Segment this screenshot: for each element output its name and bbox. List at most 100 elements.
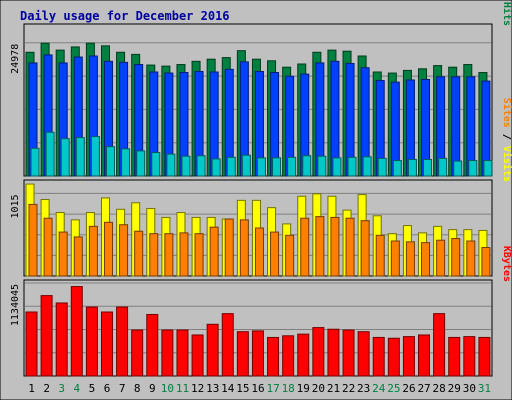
bar-pages-day-18 [287, 156, 297, 177]
series-legend-part: / [501, 128, 512, 146]
bar-pages-day-2 [45, 131, 55, 177]
bar-sites-day-15 [239, 219, 249, 277]
y-tick-label: 1015 [10, 194, 21, 218]
bar-pages-day-31 [483, 160, 493, 177]
x-tick-label: 12 [191, 382, 204, 395]
x-tick-label: 21 [327, 382, 340, 395]
x-tick-label: 11 [176, 382, 189, 395]
bar-pages-day-14 [226, 156, 236, 177]
bar-sites-day-20 [315, 216, 325, 277]
bar-sites-day-30 [466, 240, 476, 277]
x-tick-label: 30 [463, 382, 476, 395]
x-tick-label: 5 [89, 382, 96, 395]
bar-pages-day-28 [438, 157, 448, 177]
bar-kbytes-day-8 [131, 329, 144, 377]
bar-pages-day-7 [121, 148, 131, 177]
bar-kbytes-day-1 [25, 311, 38, 377]
bar-kbytes-day-13 [206, 323, 219, 377]
x-tick-label: 16 [251, 382, 264, 395]
bar-kbytes-day-25 [387, 337, 400, 377]
bar-sites-day-6 [103, 221, 113, 277]
bar-sites-day-4 [73, 236, 83, 277]
bar-sites-day-26 [405, 241, 415, 277]
bar-kbytes-day-4 [70, 286, 83, 377]
bar-pages-day-19 [302, 155, 312, 177]
bar-pages-day-3 [60, 138, 70, 177]
bar-sites-day-2 [43, 217, 53, 277]
bar-kbytes-day-18 [282, 335, 295, 377]
bar-sites-day-29 [451, 238, 461, 277]
bar-sites-day-13 [209, 226, 219, 277]
x-tick-label: 6 [104, 382, 111, 395]
bar-sites-day-16 [254, 227, 264, 277]
panel-sites-visits: 1015 Sites / Visits [10, 98, 512, 277]
panel-pages-files-hits: 24978 Pages / Files / Hits [10, 0, 512, 177]
series-legend-part: KBytes [501, 246, 512, 282]
bar-sites-day-9 [149, 233, 159, 277]
bar-sites-day-5 [88, 225, 98, 277]
bar-kbytes-day-7 [116, 306, 129, 377]
x-tick-label: 4 [74, 382, 81, 395]
x-tick-label: 3 [58, 382, 65, 395]
bar-sites-day-17 [270, 231, 280, 277]
x-tick-label: 20 [312, 382, 325, 395]
bar-kbytes-day-3 [55, 302, 68, 377]
bar-pages-day-25 [392, 160, 402, 177]
bar-pages-day-26 [407, 158, 417, 177]
series-legend: Pages / Files / Hits [501, 0, 512, 26]
bar-kbytes-day-9 [146, 313, 159, 377]
x-tick-label: 15 [236, 382, 249, 395]
x-tick-label: 26 [402, 382, 415, 395]
bar-pages-day-29 [453, 160, 463, 177]
bar-sites-day-12 [194, 233, 204, 277]
bar-kbytes-day-14 [221, 313, 234, 377]
bar-pages-day-4 [75, 137, 85, 177]
x-tick-label: 9 [149, 382, 156, 395]
bar-kbytes-day-24 [372, 336, 385, 377]
bar-pages-day-12 [196, 155, 206, 177]
series-legend-part: Hits [501, 2, 512, 26]
bar-kbytes-day-12 [191, 334, 204, 377]
bar-sites-day-23 [360, 220, 370, 277]
bar-pages-day-23 [362, 156, 372, 177]
x-tick-label: 24 [372, 382, 386, 395]
bar-pages-day-16 [256, 157, 266, 177]
chart-panels: 24978 Pages / Files / Hits 1015 Sites / Vis… [10, 0, 512, 377]
bar-kbytes-day-11 [176, 329, 189, 377]
bar-sites-day-7 [119, 224, 129, 277]
x-tick-label: 23 [357, 382, 370, 395]
bar-pages-day-21 [332, 157, 342, 177]
series-legend-part: / [501, 0, 512, 2]
x-tick-label: 7 [119, 382, 126, 395]
x-tick-label: 18 [282, 382, 295, 395]
bar-pages-day-15 [241, 154, 251, 177]
bar-sites-day-11 [179, 232, 189, 277]
x-tick-label: 27 [417, 382, 430, 395]
bar-sites-day-10 [164, 233, 174, 277]
bar-kbytes-day-5 [85, 306, 98, 377]
series-legend-part: Sites [501, 98, 512, 128]
bar-kbytes-day-2 [40, 295, 53, 377]
bar-kbytes-day-21 [327, 328, 340, 377]
bar-sites-day-31 [481, 247, 491, 277]
y-tick-label: 1134045 [10, 284, 21, 326]
bar-pages-day-10 [166, 153, 176, 177]
bar-kbytes-day-31 [478, 336, 491, 377]
x-tick-label: 25 [387, 382, 400, 395]
x-tick-label: 2 [43, 382, 50, 395]
bar-kbytes-day-26 [402, 336, 415, 377]
panel-kbytes: 1134045 KBytes [10, 246, 512, 377]
bar-pages-day-30 [468, 160, 478, 177]
bar-pages-day-11 [181, 155, 191, 177]
bar-kbytes-day-27 [418, 334, 431, 377]
bar-pages-day-9 [151, 152, 161, 177]
bar-pages-day-5 [90, 136, 100, 177]
bar-sites-day-24 [375, 234, 385, 277]
bar-kbytes-day-10 [161, 329, 174, 377]
bar-sites-day-25 [390, 240, 400, 277]
bar-pages-day-1 [30, 147, 40, 177]
x-tick-label: 14 [221, 382, 235, 395]
x-tick-label: 19 [297, 382, 310, 395]
bar-pages-day-22 [347, 156, 357, 177]
